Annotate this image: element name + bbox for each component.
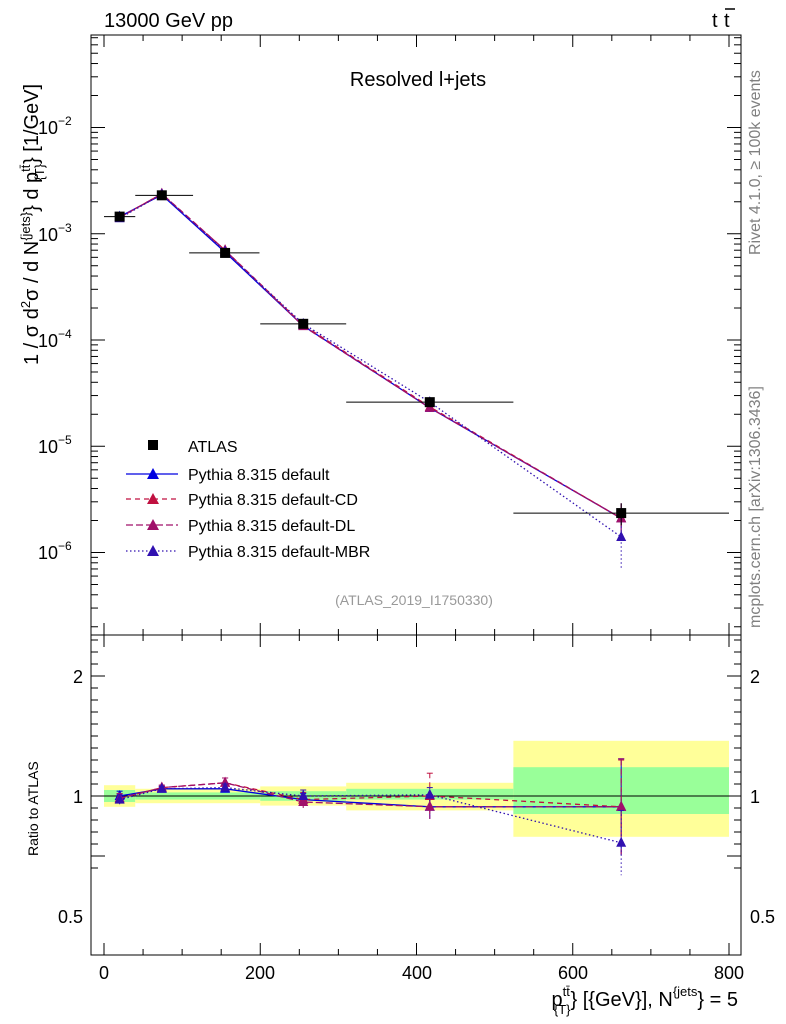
header-energy-label: 13000 GeV pp <box>104 10 233 32</box>
legend-item-dl: Pythia 8.315 default-DL <box>126 518 355 535</box>
ratio-series-marker-2 <box>424 800 435 811</box>
x-tick-labels: 0 200 400 600 800 <box>99 963 744 983</box>
legend-default-marker <box>147 468 159 479</box>
ratio-series-group <box>114 758 627 876</box>
main-panel: Resolved l+jets (ATLAS_2019_I1750330) 1 … <box>18 34 742 636</box>
ratio-ytl-right-1: 1 <box>750 787 760 807</box>
ratio-series-marker-3 <box>156 782 167 793</box>
legend-item-default: Pythia 8.315 default <box>126 467 330 484</box>
legend: ATLAS Pythia 8.315 default Pythia 8.315 … <box>126 439 370 561</box>
x-tick-label-400: 400 <box>402 963 432 983</box>
ratio-series-line-3 <box>119 786 622 844</box>
ratio-series-marker-3 <box>616 836 627 847</box>
legend-cd-marker <box>147 493 159 504</box>
data-point <box>298 318 309 329</box>
legend-mbr-marker <box>147 545 159 556</box>
legend-mbr-label: Pythia 8.315 default-MBR <box>188 544 370 561</box>
ratio-series-marker-3 <box>298 790 309 800</box>
main-series-group <box>114 187 627 569</box>
analysis-label: (ATLAS_2019_I1750330) <box>335 592 493 608</box>
y-tick-label-1e-4: 10−4 <box>38 327 72 351</box>
ratio-panel: Ratio to ATLAS 0.5 1 2 0.5 1 2 0 200 400… <box>25 634 775 1017</box>
ratio-y-axis-label: Ratio to ATLAS <box>25 761 41 856</box>
ratio-ytl-right-0.5: 0.5 <box>750 907 775 927</box>
legend-dl-label: Pythia 8.315 default-DL <box>188 518 355 535</box>
legend-atlas-marker <box>148 440 158 450</box>
main-data-points <box>104 190 729 526</box>
y-tick-label-1e-5: 10−5 <box>38 433 72 457</box>
header-process-label: t t <box>712 8 735 32</box>
main-series-line-3 <box>119 193 622 538</box>
x-axis-label: ptt̄ {T}} [{GeV}], N{jets} = 5 <box>552 984 738 1017</box>
x-tick-label-800: 800 <box>714 963 744 983</box>
ratio-series-line-2 <box>119 782 622 808</box>
x-tick-label-600: 600 <box>558 963 588 983</box>
ratio-ticks <box>91 635 741 955</box>
main-series-marker-3 <box>616 530 627 541</box>
ratio-y-tick-labels-left: 0.5 1 2 <box>58 667 83 927</box>
header-tbar: t <box>724 10 730 32</box>
legend-item-cd: Pythia 8.315 default-CD <box>126 492 358 509</box>
data-point <box>114 211 125 222</box>
legend-item-atlas: ATLAS <box>148 439 238 456</box>
ratio-series-marker-3 <box>220 781 231 792</box>
y-tick-label-1e-2: 10−2 <box>38 114 72 138</box>
legend-default-label: Pythia 8.315 default <box>188 467 330 484</box>
ratio-ytl-right-2: 2 <box>750 667 760 687</box>
data-point <box>156 190 167 201</box>
mcplots-label: mcplots.cern.ch [arXiv:1306.3436] <box>747 386 764 628</box>
y-tick-label-1e-6: 10−6 <box>38 539 72 563</box>
legend-atlas-label: ATLAS <box>188 439 238 456</box>
ratio-series-marker-2 <box>298 796 309 806</box>
data-point <box>616 508 627 519</box>
main-y-ticks <box>91 37 741 628</box>
y-tick-label-1e-3: 10−3 <box>38 221 72 245</box>
data-point <box>220 247 231 258</box>
main-x-ticks <box>103 35 730 635</box>
ratio-series-marker-3 <box>424 788 435 799</box>
x-tick-label-0: 0 <box>99 963 109 983</box>
ratio-series-marker-3 <box>114 793 125 804</box>
data-point <box>424 397 435 408</box>
x-tick-label-200: 200 <box>245 963 275 983</box>
legend-dl-marker <box>147 519 159 530</box>
ratio-ytl-2: 2 <box>73 667 83 687</box>
main-y-axis-label: 1 / σ d2σ / d N{jets}} d ptt̄{T}} [1/GeV… <box>18 84 47 365</box>
ratio-ytl-1: 1 <box>73 787 83 807</box>
main-y-tick-labels: 10−6 10−5 10−4 10−3 10−2 <box>38 114 72 563</box>
main-title: Resolved l+jets <box>350 69 486 91</box>
legend-item-mbr: Pythia 8.315 default-MBR <box>126 544 370 561</box>
legend-cd-label: Pythia 8.315 default-CD <box>188 492 358 509</box>
rivet-version-label: Rivet 4.1.0, ≥ 100k events <box>747 70 764 255</box>
ratio-y-tick-labels-right: 0.5 1 2 <box>750 667 775 927</box>
header-t: t <box>712 10 718 32</box>
ratio-ytl-0.5: 0.5 <box>58 907 83 927</box>
ratio-series-marker-2 <box>616 800 627 811</box>
